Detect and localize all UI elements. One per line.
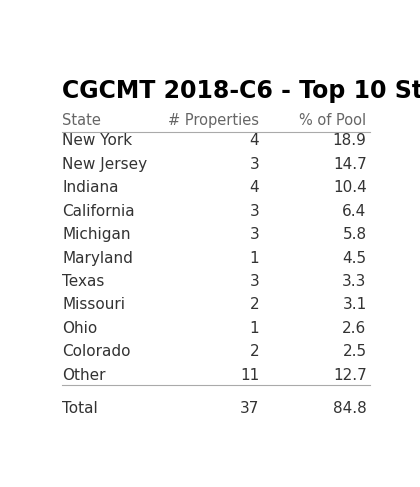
Text: 3.1: 3.1 xyxy=(342,298,367,313)
Text: Other: Other xyxy=(62,368,106,383)
Text: 5.8: 5.8 xyxy=(342,227,367,242)
Text: Ohio: Ohio xyxy=(62,321,97,336)
Text: 37: 37 xyxy=(240,401,259,416)
Text: Michigan: Michigan xyxy=(62,227,131,242)
Text: Missouri: Missouri xyxy=(62,298,125,313)
Text: % of Pool: % of Pool xyxy=(299,113,367,128)
Text: 1: 1 xyxy=(249,321,259,336)
Text: Total: Total xyxy=(62,401,98,416)
Text: 3: 3 xyxy=(249,227,259,242)
Text: 4: 4 xyxy=(249,180,259,195)
Text: State: State xyxy=(62,113,101,128)
Text: CGCMT 2018-C6 - Top 10 States: CGCMT 2018-C6 - Top 10 States xyxy=(62,79,420,103)
Text: 2: 2 xyxy=(249,298,259,313)
Text: # Properties: # Properties xyxy=(168,113,259,128)
Text: 4: 4 xyxy=(249,133,259,149)
Text: 10.4: 10.4 xyxy=(333,180,367,195)
Text: Maryland: Maryland xyxy=(62,251,133,265)
Text: Texas: Texas xyxy=(62,274,105,289)
Text: New York: New York xyxy=(62,133,132,149)
Text: 14.7: 14.7 xyxy=(333,157,367,172)
Text: 3: 3 xyxy=(249,157,259,172)
Text: Indiana: Indiana xyxy=(62,180,119,195)
Text: 3.3: 3.3 xyxy=(342,274,367,289)
Text: 84.8: 84.8 xyxy=(333,401,367,416)
Text: 2.5: 2.5 xyxy=(342,344,367,359)
Text: 6.4: 6.4 xyxy=(342,204,367,219)
Text: 4.5: 4.5 xyxy=(342,251,367,265)
Text: 11: 11 xyxy=(240,368,259,383)
Text: 2.6: 2.6 xyxy=(342,321,367,336)
Text: Colorado: Colorado xyxy=(62,344,131,359)
Text: California: California xyxy=(62,204,135,219)
Text: 18.9: 18.9 xyxy=(333,133,367,149)
Text: 12.7: 12.7 xyxy=(333,368,367,383)
Text: 1: 1 xyxy=(249,251,259,265)
Text: New Jersey: New Jersey xyxy=(62,157,147,172)
Text: 3: 3 xyxy=(249,204,259,219)
Text: 3: 3 xyxy=(249,274,259,289)
Text: 2: 2 xyxy=(249,344,259,359)
